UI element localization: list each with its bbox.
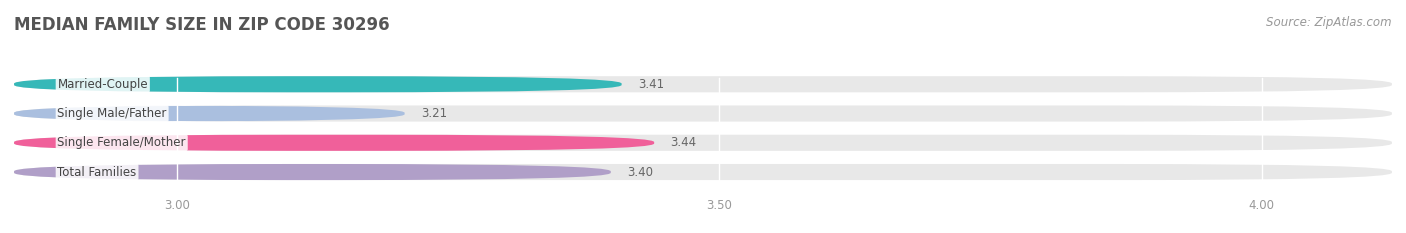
Text: Married-Couple: Married-Couple <box>58 78 148 91</box>
FancyBboxPatch shape <box>14 106 405 122</box>
FancyBboxPatch shape <box>14 76 621 92</box>
FancyBboxPatch shape <box>14 106 1392 122</box>
Text: 3.41: 3.41 <box>638 78 664 91</box>
FancyBboxPatch shape <box>14 164 610 180</box>
Text: MEDIAN FAMILY SIZE IN ZIP CODE 30296: MEDIAN FAMILY SIZE IN ZIP CODE 30296 <box>14 16 389 34</box>
FancyBboxPatch shape <box>14 135 1392 151</box>
Text: Single Male/Father: Single Male/Father <box>58 107 167 120</box>
Text: Total Families: Total Families <box>58 165 136 178</box>
FancyBboxPatch shape <box>14 76 1392 92</box>
Text: 3.40: 3.40 <box>627 165 652 178</box>
Text: 3.44: 3.44 <box>671 136 696 149</box>
FancyBboxPatch shape <box>14 164 1392 180</box>
Text: Single Female/Mother: Single Female/Mother <box>58 136 186 149</box>
FancyBboxPatch shape <box>14 135 654 151</box>
Text: 3.21: 3.21 <box>420 107 447 120</box>
Text: Source: ZipAtlas.com: Source: ZipAtlas.com <box>1267 16 1392 29</box>
